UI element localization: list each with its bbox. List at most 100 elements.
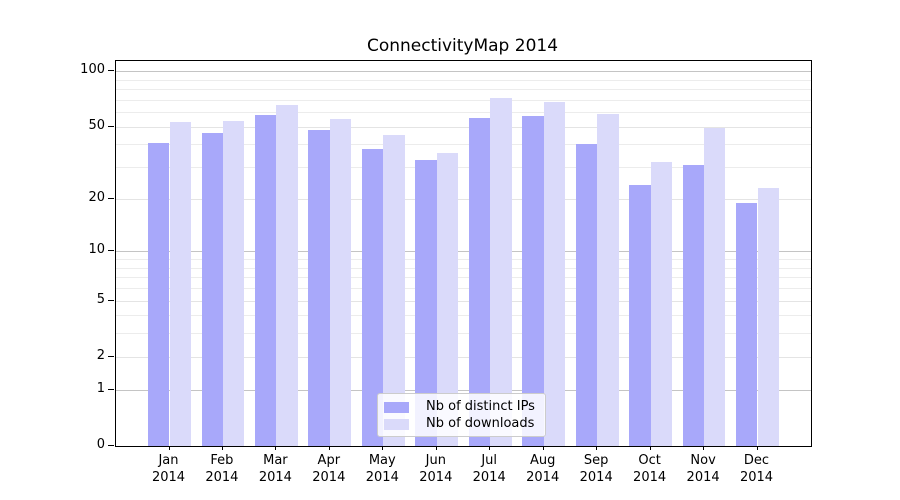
bar-nov-downloads [704, 128, 726, 446]
y-tick-label: 100 [80, 62, 105, 78]
y-tick-label: 1 [96, 380, 105, 396]
y-gridline-major [116, 300, 811, 302]
bar-apr-downloads [329, 119, 352, 446]
x-tick-year: 2014 [579, 470, 613, 485]
legend-swatch-downloads [384, 418, 409, 430]
y-tick-label: 2 [96, 347, 105, 363]
x-tick-year: 2014 [633, 470, 667, 485]
x-tick-label: Dec 2014 [722, 452, 792, 486]
bar-jul-downloads [490, 97, 512, 446]
y-gridline-minor [116, 333, 811, 335]
x-tick-mark [756, 446, 758, 450]
x-tick-year: 2014 [205, 470, 239, 485]
y-gridline-major [116, 389, 811, 391]
bar-feb-downloads [222, 120, 245, 446]
y-tick-label: 5 [96, 291, 105, 307]
y-tick-mark [108, 299, 114, 301]
y-gridline-major [116, 198, 811, 200]
x-tick-year: 2014 [686, 470, 720, 485]
x-tick-mark [489, 446, 491, 450]
y-tick-mark [108, 125, 114, 127]
bar-nov-distinct-ips [682, 164, 705, 446]
x-tick-month: Oct [638, 453, 661, 468]
x-tick-month: Mar [263, 453, 288, 468]
bar-mar-distinct-ips [255, 114, 277, 446]
x-tick-year: 2014 [739, 470, 774, 485]
x-tick-year: 2014 [526, 470, 560, 485]
bar-may-downloads [383, 135, 405, 446]
y-tick-label: 20 [88, 189, 105, 205]
y-gridline-minor [116, 89, 811, 91]
bar-dec-distinct-ips [736, 202, 758, 446]
x-tick-month: Dec [743, 453, 770, 468]
bar-feb-distinct-ips [201, 133, 223, 446]
y-tick-label: 10 [88, 242, 105, 258]
x-tick-month: Jun [425, 453, 446, 468]
x-tick-month: May [368, 453, 396, 468]
y-gridline-minor [116, 79, 811, 81]
x-tick-mark [168, 446, 170, 450]
bar-mar-downloads [276, 104, 298, 446]
legend-label-downloads: Nb of downloads [426, 416, 535, 431]
bar-aug-downloads [543, 102, 566, 446]
bar-jun-downloads [436, 152, 459, 446]
x-tick-mark [435, 446, 437, 450]
x-tick-month: Apr [317, 453, 341, 468]
y-gridline-major [116, 126, 811, 128]
y-tick-mark [108, 445, 114, 446]
bar-dec-downloads [757, 187, 779, 446]
x-tick-year: 2014 [472, 470, 506, 485]
x-tick-label: Aug 2014 [508, 452, 578, 486]
x-tick-month: Nov [690, 453, 716, 468]
bar-jun-distinct-ips [415, 159, 437, 446]
y-tick-mark [108, 250, 114, 252]
x-tick-year: 2014 [419, 470, 453, 485]
y-gridline-minor [116, 259, 811, 260]
y-tick-mark [108, 388, 114, 390]
y-tick-mark [108, 355, 114, 357]
y-gridline-major [116, 251, 811, 253]
bar-may-distinct-ips [361, 148, 384, 446]
x-tick-label: Apr 2014 [294, 452, 364, 486]
x-tick-mark [596, 446, 598, 450]
bar-jan-distinct-ips [148, 142, 170, 446]
y-gridline-minor [116, 99, 811, 101]
y-tick-mark [108, 70, 114, 72]
chart-title: ConnectivityMap 2014 [366, 36, 559, 56]
bar-jul-distinct-ips [468, 117, 491, 446]
bar-oct-downloads [650, 162, 672, 446]
x-tick-mark [328, 446, 330, 450]
x-tick-label: Oct 2014 [615, 452, 685, 486]
plot-area [115, 60, 812, 447]
y-tick-mark [108, 197, 114, 199]
x-tick-mark [649, 446, 651, 450]
y-tick-label: 0 [96, 437, 105, 452]
x-tick-label: Mar 2014 [240, 452, 310, 486]
x-tick-month: Feb [210, 453, 234, 468]
y-tick-label: 50 [88, 117, 105, 133]
x-tick-mark [275, 446, 277, 450]
x-tick-label: Feb 2014 [187, 452, 257, 486]
y-gridline-major [116, 356, 811, 358]
y-gridline-minor [116, 315, 811, 317]
x-tick-mark [382, 446, 384, 450]
y-gridline-major [116, 71, 811, 73]
x-tick-mark [703, 446, 705, 450]
x-tick-label: Sep 2014 [561, 452, 631, 486]
legend-row-ips: Nb of distinct IPs [384, 399, 537, 415]
x-tick-label: Jul 2014 [454, 452, 524, 486]
x-tick-year: 2014 [258, 470, 292, 485]
y-gridline-minor [116, 167, 811, 169]
legend-swatch-ips [384, 401, 409, 413]
x-tick-month: Aug [529, 453, 556, 468]
x-tick-label: Jan 2014 [134, 452, 204, 486]
x-tick-year: 2014 [151, 470, 186, 485]
x-tick-month: Sep [583, 453, 609, 468]
y-gridline-minor [116, 112, 811, 114]
bar-sep-downloads [597, 113, 619, 446]
y-gridline-minor [116, 288, 811, 289]
x-tick-year: 2014 [312, 470, 346, 485]
bar-oct-distinct-ips [629, 184, 651, 446]
x-tick-mark [221, 446, 223, 450]
